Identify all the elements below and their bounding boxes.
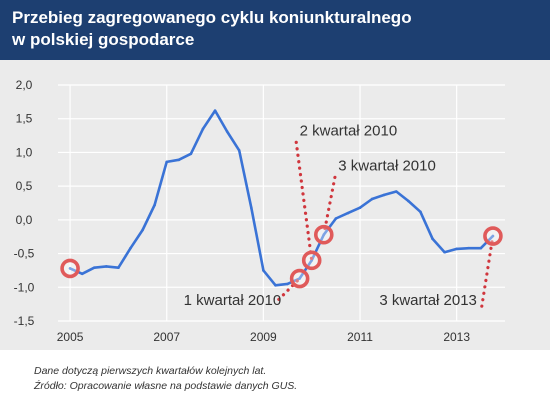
data-point <box>92 266 96 270</box>
data-point <box>334 217 338 220</box>
y-tick-label: -0,5 <box>14 247 35 261</box>
data-point <box>370 197 374 201</box>
data-point <box>346 211 350 215</box>
data-point <box>213 109 217 112</box>
line-chart: -1,5 -1,0 -0,5 0,0 0,5 1,0 1,5 2,0 2005 2007 2009 2… <box>14 78 505 344</box>
data-point <box>455 247 458 251</box>
data-point <box>407 199 410 203</box>
highlight-ring <box>289 268 310 289</box>
leader-layer <box>277 140 495 308</box>
annotation-layer: 2 kwartał 2010 3 kwartał 2010 1 kwartał 20… <box>184 123 477 309</box>
y-tick-label: 1,5 <box>16 112 33 126</box>
data-point <box>237 149 241 152</box>
data-point <box>358 206 362 210</box>
data-point <box>68 267 72 270</box>
grid-layer <box>58 84 505 322</box>
data-point <box>141 228 144 232</box>
data-point <box>286 282 289 286</box>
data-point <box>479 246 483 250</box>
data-point <box>80 272 84 276</box>
footnotes: Dane dotyczą pierwszych kwartałów kolejn… <box>34 364 297 394</box>
x-tick-label: 2011 <box>347 330 373 344</box>
data-point <box>129 246 132 250</box>
data-point <box>262 269 265 272</box>
callout-leader <box>480 234 495 308</box>
series-layer <box>68 109 495 287</box>
marker-layer <box>60 224 503 289</box>
series-line <box>68 109 495 287</box>
data-point <box>431 237 434 241</box>
data-point <box>443 250 446 254</box>
callout-leader <box>294 140 314 262</box>
footnote-note: Dane dotyczą pierwszych kwartałów kolejn… <box>34 365 267 377</box>
data-point <box>189 152 193 156</box>
title-bar: Przebieg zagregowanego cyklu koniunktura… <box>0 0 550 60</box>
annotation-label: 3 kwartał 2013 <box>379 292 477 309</box>
data-point <box>225 130 229 133</box>
data-point <box>274 283 277 287</box>
y-tick-label: 0,5 <box>16 179 33 193</box>
y-tick-label: 2,0 <box>16 78 33 92</box>
chart-title: Przebieg zagregowanego cyklu koniunktura… <box>12 7 542 51</box>
chart-title-line-2: w polskiej gospodarce <box>12 30 195 49</box>
data-point <box>249 206 253 210</box>
highlight-ring <box>301 250 322 271</box>
data-point <box>153 203 156 207</box>
highlight-ring <box>483 226 503 246</box>
data-point <box>177 158 181 162</box>
callout-leader <box>277 276 302 302</box>
data-point <box>165 160 169 164</box>
annotation-label: 1 kwartał 2010 <box>184 292 282 309</box>
highlight-ring <box>313 224 334 245</box>
x-tick-label: 2013 <box>443 330 470 344</box>
data-point <box>117 266 120 270</box>
data-point <box>322 233 326 236</box>
footnote-source: Źródło: Opracowanie własne na podstawie … <box>34 380 298 392</box>
x-tick-label: 2009 <box>250 330 277 344</box>
data-point <box>298 277 301 280</box>
plot-background <box>0 60 550 350</box>
y-tick-label: -1,5 <box>14 314 35 328</box>
data-point <box>201 127 205 131</box>
data-point <box>105 265 108 268</box>
data-point <box>467 246 471 250</box>
data-point <box>382 193 386 197</box>
data-point <box>419 210 422 214</box>
data-point <box>491 234 495 238</box>
y-tick-label: -1,0 <box>14 280 35 294</box>
axis-labels-layer: -1,5 -1,0 -0,5 0,0 0,5 1,0 1,5 2,0 2005 2007 2009 2… <box>14 78 471 344</box>
annotation-label: 2 kwartał 2010 <box>300 123 398 140</box>
highlight-ring <box>60 258 80 279</box>
annotation-label: 3 kwartał 2010 <box>338 158 436 175</box>
data-point <box>394 190 398 193</box>
chart-title-line-1: Przebieg zagregowanego cyklu koniunktura… <box>12 8 412 27</box>
x-tick-label: 2005 <box>57 330 84 344</box>
y-tick-label: 1,0 <box>16 145 33 159</box>
y-tick-label: 0,0 <box>16 213 33 227</box>
x-tick-label: 2007 <box>153 330 180 344</box>
